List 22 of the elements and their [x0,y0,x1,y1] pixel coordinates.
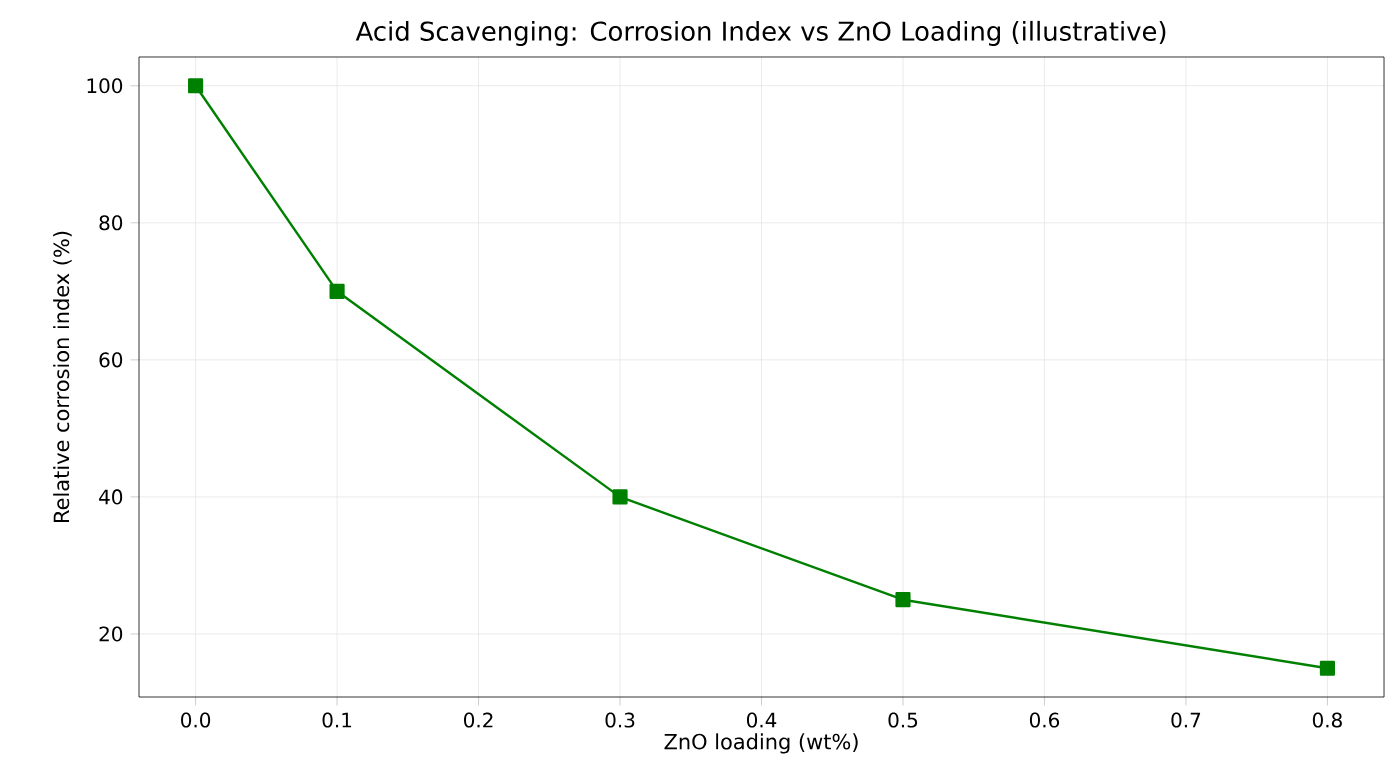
point [895,592,911,608]
point [188,78,204,94]
y-tick-label: 20 [99,626,123,642]
point [612,489,628,505]
x-tick-label: 0.8 [1312,712,1342,728]
x-tick-label: 0.2 [464,712,493,728]
x-tick-label: 0.0 [181,712,211,728]
y-tick-label: 40 [99,489,123,505]
point [329,283,345,299]
x-tick-label: 0.1 [322,712,352,728]
x-tick-label: 0.7 [1171,712,1201,728]
y-tick-label: 60 [99,352,123,368]
y-tick-label: 80 [99,215,123,231]
chart-title: Acid Scavenging: Corrosion Index vs ZnO Loading (illustrative) [355,20,1166,46]
x-tick-label: 0.6 [1029,712,1060,728]
x-tick-label: 0.5 [888,712,918,728]
y-axis-title: Relative corrosion index (%) [53,231,72,522]
point [1319,660,1335,676]
x-axis-title: ZnO loading (wt%) [664,733,858,754]
y-tick-label: 100 [87,78,123,94]
x-tick-label: 0.3 [605,712,635,728]
x-tick-label: 0.4 [746,712,777,728]
